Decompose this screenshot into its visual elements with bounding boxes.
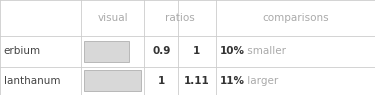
Text: comparisons: comparisons xyxy=(262,13,328,23)
Text: 1: 1 xyxy=(193,46,201,56)
Text: 11%: 11% xyxy=(219,76,245,86)
Text: smaller: smaller xyxy=(244,46,286,56)
Text: erbium: erbium xyxy=(4,46,41,56)
Text: visual: visual xyxy=(97,13,128,23)
Bar xyxy=(84,70,141,91)
Text: 1: 1 xyxy=(158,76,165,86)
Text: 1.11: 1.11 xyxy=(184,76,210,86)
Bar xyxy=(84,41,129,62)
Text: larger: larger xyxy=(244,76,278,86)
Text: 0.9: 0.9 xyxy=(152,46,170,56)
Text: ratios: ratios xyxy=(165,13,195,23)
Text: lanthanum: lanthanum xyxy=(4,76,60,86)
Text: 10%: 10% xyxy=(219,46,245,56)
